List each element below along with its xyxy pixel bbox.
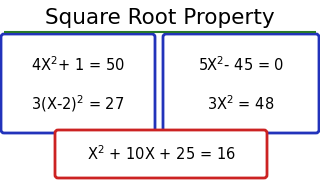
Text: 3X$^2$ = 48: 3X$^2$ = 48 (207, 95, 275, 113)
Text: Square Root Property: Square Root Property (45, 8, 275, 28)
FancyBboxPatch shape (1, 34, 155, 133)
Text: 5X$^2$- 45 = 0: 5X$^2$- 45 = 0 (198, 56, 284, 74)
Text: 4X$^2$+ 1 = 50: 4X$^2$+ 1 = 50 (31, 56, 125, 74)
Text: 3(X-2)$^2$ = 27: 3(X-2)$^2$ = 27 (31, 94, 125, 114)
FancyBboxPatch shape (55, 130, 267, 178)
FancyBboxPatch shape (163, 34, 319, 133)
Text: X$^2$ + 10X + 25 = 16: X$^2$ + 10X + 25 = 16 (87, 145, 235, 163)
